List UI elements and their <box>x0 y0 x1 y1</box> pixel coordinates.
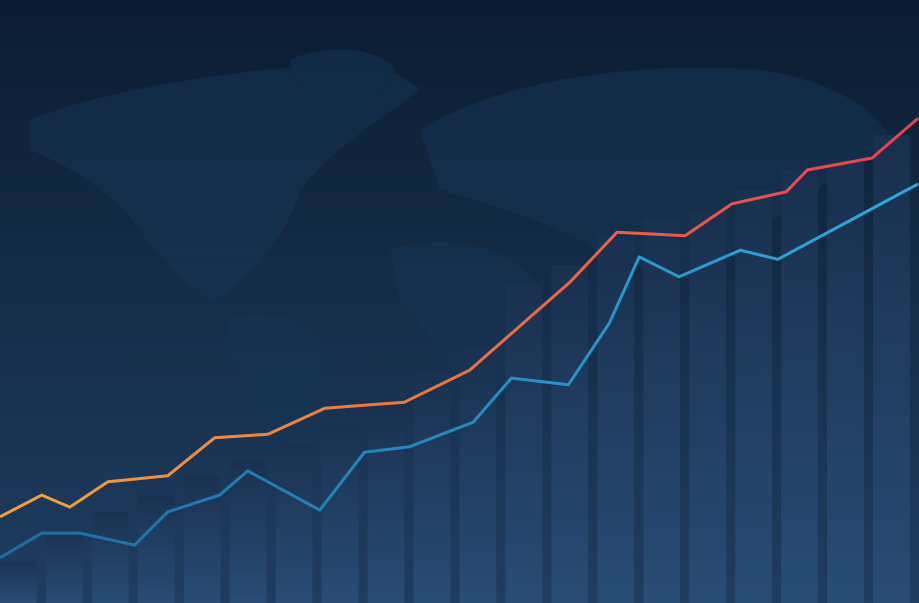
bar-12 <box>505 285 543 603</box>
map-north-america <box>30 66 420 300</box>
map-greenland <box>290 49 395 117</box>
map-eurasia <box>420 67 890 271</box>
bar-7 <box>275 443 313 603</box>
bar-13 <box>551 265 589 603</box>
line-series-2 <box>0 182 919 560</box>
bar-3 <box>91 511 129 603</box>
bar-18 <box>781 170 818 603</box>
bar-2 <box>45 533 83 603</box>
bar-14 <box>597 235 635 603</box>
bar-1 <box>0 560 37 603</box>
bar-11 <box>459 349 497 603</box>
bar-6 <box>229 461 267 603</box>
bar-17 <box>735 189 772 603</box>
bar-15 <box>643 220 681 603</box>
bar-10 <box>413 372 451 603</box>
bar-9 <box>367 405 405 603</box>
bar-5 <box>183 475 221 603</box>
bar-series <box>0 135 910 603</box>
bar-20 <box>873 135 910 603</box>
map-africa <box>390 242 540 420</box>
bar-16 <box>689 212 727 603</box>
bar-8 <box>321 422 359 603</box>
bar-19 <box>827 162 864 603</box>
line-series-1 <box>0 117 919 519</box>
map-south-america <box>230 314 325 460</box>
line-series <box>0 117 919 560</box>
